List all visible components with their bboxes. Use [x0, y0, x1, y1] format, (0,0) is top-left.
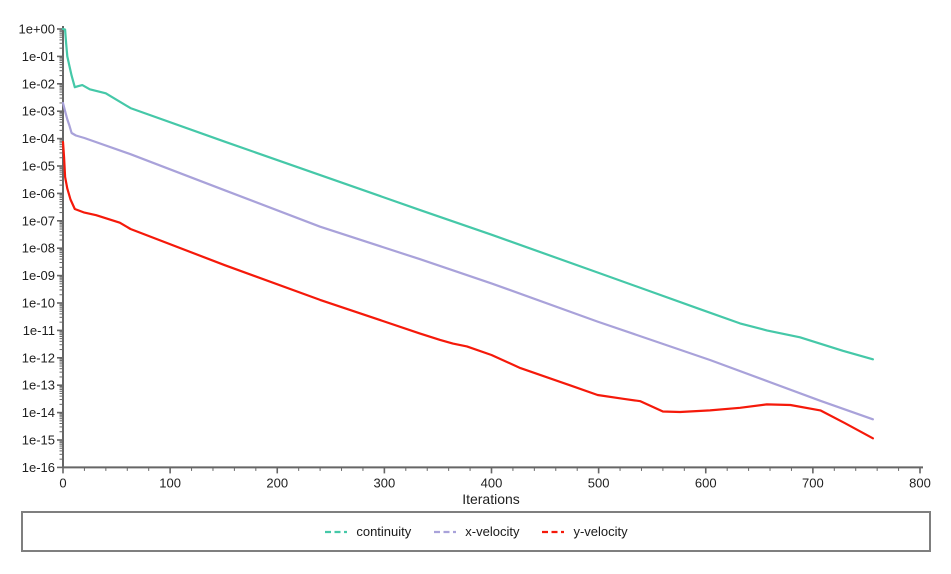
axes: 1e+00 1e-01 1e-02 1e-03 1e-04 1e-05 1e-06 1e-07… [18, 22, 930, 491]
y-tick-label: 1e-04 [22, 131, 55, 146]
legend-label: continuity [356, 524, 412, 539]
series-line-y-velocity [61, 140, 874, 440]
legend-item-y-velocity: y-velocity [541, 524, 628, 539]
y-tick-label: 1e-14 [22, 405, 55, 420]
x-tick-label: 800 [909, 475, 931, 490]
y-tick-label: 1e-13 [22, 378, 55, 393]
y-tick-label: 1e-05 [22, 159, 55, 174]
y-tick-label: 1e-06 [22, 186, 55, 201]
series-line-continuity [61, 27, 874, 361]
y-tick-label: 1e-09 [22, 268, 55, 283]
x-tick-label: 400 [481, 475, 503, 490]
y-tick-label: 1e-02 [22, 76, 55, 91]
legend-items: continuity x-velocity y-velocity [324, 524, 628, 539]
legend-label: x-velocity [465, 524, 520, 539]
y-tick-label: 1e-07 [22, 213, 55, 228]
legend-label: y-velocity [573, 524, 628, 539]
x-tick-label: 300 [374, 475, 396, 490]
x-tick-label: 0 [59, 475, 66, 490]
legend-item-x-velocity: x-velocity [433, 524, 519, 539]
y-tick-label: 1e-08 [22, 241, 55, 256]
series-lines [61, 27, 874, 440]
legend-item-continuity: continuity [324, 524, 411, 539]
legend-marker-x-velocity [434, 530, 457, 533]
x-tick-label: 200 [266, 475, 288, 490]
y-tick-label: 1e-16 [22, 460, 55, 475]
y-tick-label: 1e-11 [23, 323, 55, 338]
legend-marker-continuity [325, 530, 348, 533]
y-tick-label: 1e-03 [22, 104, 55, 119]
axis-lines [62, 26, 923, 469]
y-tick-label: 1e-15 [22, 433, 55, 448]
legend-marker-y-velocity [542, 530, 565, 533]
x-tick-label: 500 [588, 475, 610, 490]
y-tick-label: 1e-01 [22, 49, 55, 64]
legend-box: continuity x-velocity y-velocity [21, 511, 931, 552]
chart-canvas: 1e+00 1e-01 1e-02 1e-03 1e-04 1e-05 1e-06 1e-07… [18, 22, 930, 508]
x-tick-label: 600 [695, 475, 717, 490]
y-tick-label: 1e-10 [22, 296, 55, 311]
y-tick-label: 1e-12 [22, 350, 55, 365]
series-line-x-velocity [61, 101, 874, 421]
x-axis-title: Iterations [462, 491, 520, 507]
x-tick-label: 700 [802, 475, 824, 490]
x-tick-label: 100 [159, 475, 181, 490]
y-tick-label: 1e+00 [18, 22, 55, 37]
